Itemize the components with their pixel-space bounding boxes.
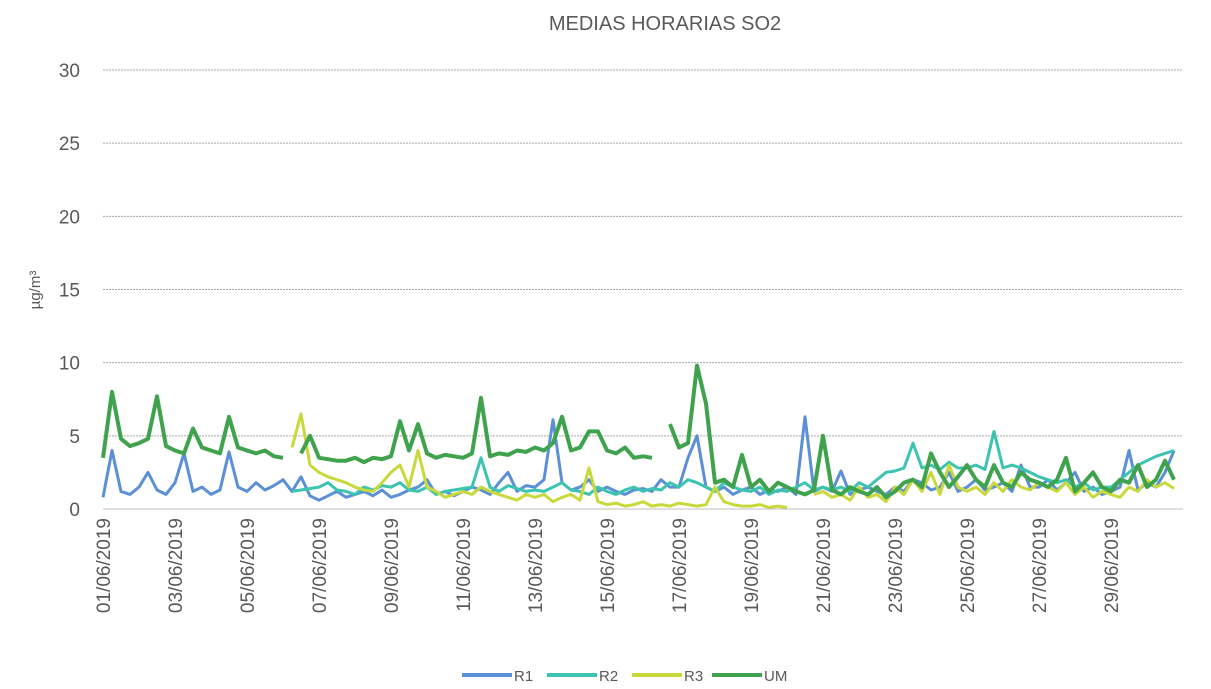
y-tick-label: 0 bbox=[69, 500, 80, 521]
y-tick-label: 25 bbox=[59, 134, 80, 155]
y-tick-label: 20 bbox=[59, 207, 80, 228]
x-tick-label: 13/06/2019 bbox=[526, 518, 547, 613]
legend-label: R3 bbox=[684, 668, 703, 685]
x-tick-label: 25/06/2019 bbox=[958, 518, 979, 613]
y-tick-label: 30 bbox=[59, 61, 80, 82]
series-line bbox=[101, 363, 1176, 500]
y-tick-label: 15 bbox=[59, 281, 80, 302]
y-axis-label: µg/m³ bbox=[27, 271, 44, 310]
y-tick-label: 10 bbox=[59, 354, 80, 375]
x-tick-label: 11/06/2019 bbox=[454, 518, 475, 612]
x-tick-label: 03/06/2019 bbox=[166, 518, 187, 613]
x-tick-label: 15/06/2019 bbox=[598, 518, 619, 613]
series-line bbox=[290, 412, 1175, 509]
legend-label: R2 bbox=[599, 668, 618, 685]
x-tick-label: 01/06/2019 bbox=[94, 518, 115, 613]
x-tick-label: 27/06/2019 bbox=[1030, 518, 1051, 613]
x-tick-label: 19/06/2019 bbox=[742, 518, 763, 613]
x-tick-label: 05/06/2019 bbox=[238, 518, 259, 613]
x-tick-label: 09/06/2019 bbox=[382, 518, 403, 613]
x-tick-label: 17/06/2019 bbox=[670, 518, 691, 613]
x-tick-label: 21/06/2019 bbox=[814, 518, 835, 613]
legend-label: UM bbox=[764, 668, 787, 685]
x-tick-label: 29/06/2019 bbox=[1102, 518, 1123, 613]
chart-title: MEDIAS HORARIAS SO2 bbox=[549, 13, 781, 35]
x-tick-label: 07/06/2019 bbox=[310, 518, 331, 613]
x-tick-label: 23/06/2019 bbox=[886, 518, 907, 613]
y-tick-label: 5 bbox=[69, 427, 80, 448]
legend-label: R1 bbox=[514, 668, 533, 685]
